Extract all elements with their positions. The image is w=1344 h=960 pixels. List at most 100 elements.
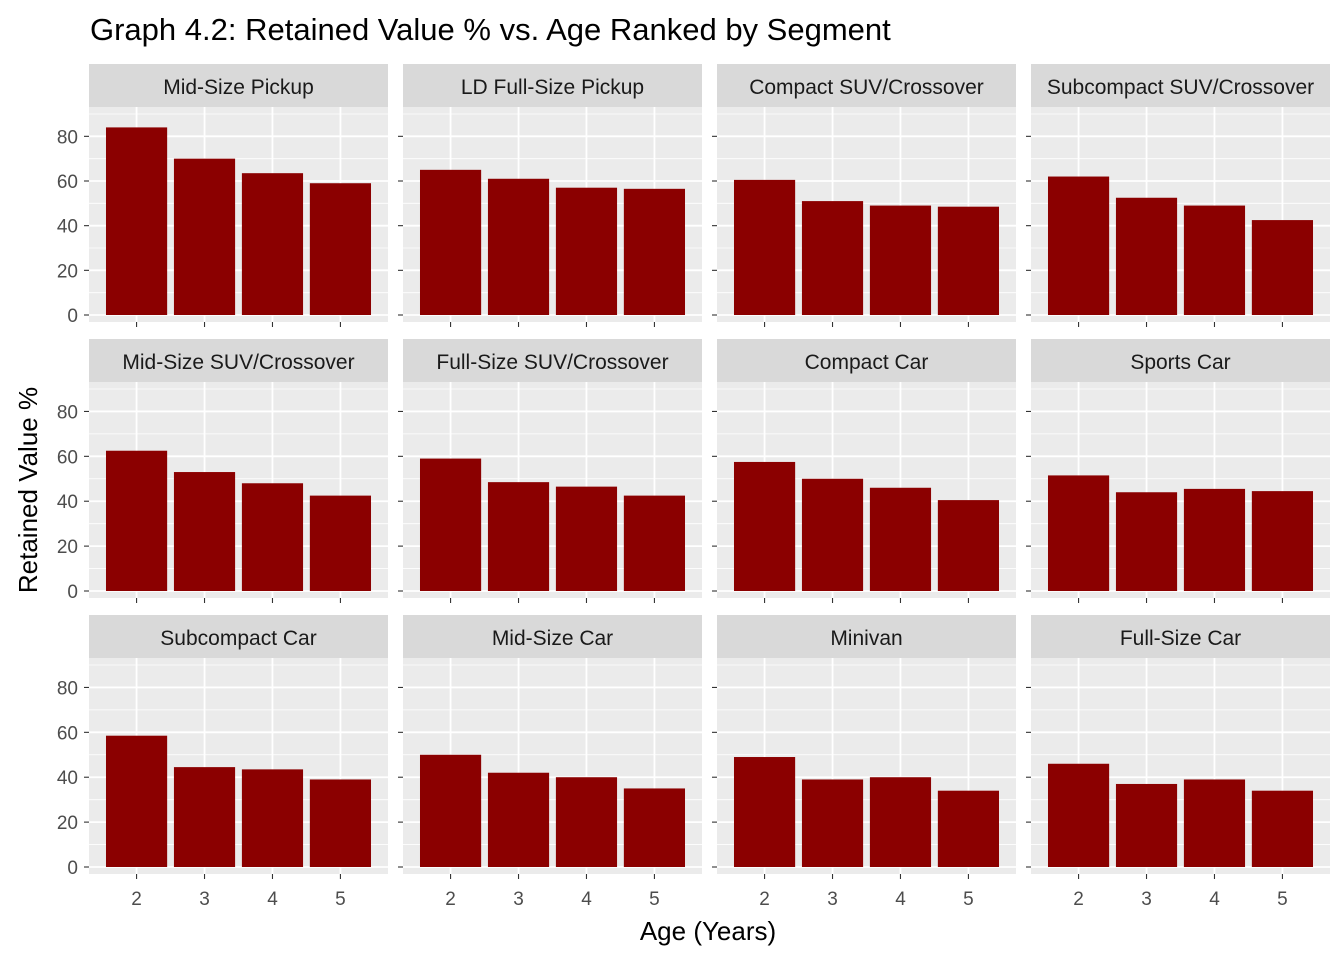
- facet-panel: Full-Size Car 2 3 4 5: [1026, 615, 1330, 910]
- y-tick-label: 80: [57, 127, 78, 148]
- y-tick-label: 0: [67, 858, 78, 879]
- x-tick-label: 4: [1209, 889, 1220, 910]
- x-tick-label: 2: [445, 889, 456, 910]
- strip-background: [717, 615, 1016, 658]
- x-tick-label: 3: [827, 889, 838, 910]
- bar: [241, 483, 304, 591]
- bar: [1183, 205, 1246, 315]
- bar: [937, 206, 1000, 315]
- facet-panel: Full-Size SUV/Crossover: [398, 339, 702, 603]
- y-tick-label: 60: [57, 172, 78, 193]
- strip-label: Subcompact Car: [160, 627, 316, 650]
- y-tick-label: 0: [67, 306, 78, 327]
- x-tick-label: 5: [649, 889, 660, 910]
- x-tick-label: 4: [895, 889, 906, 910]
- bar: [105, 127, 168, 316]
- bar: [937, 500, 1000, 591]
- bar: [309, 495, 372, 591]
- y-tick-label: 80: [57, 678, 78, 699]
- y-tick-label: 60: [57, 447, 78, 468]
- x-tick-label: 5: [1277, 889, 1288, 910]
- y-tick-label: 20: [57, 813, 78, 834]
- x-tick-label: 2: [1073, 889, 1084, 910]
- facet-panel: Compact SUV/Crossover: [712, 64, 1016, 327]
- strip-label: Mid-Size Car: [492, 627, 613, 650]
- bar: [419, 169, 482, 315]
- bar: [937, 790, 1000, 867]
- strip-background: [403, 615, 702, 658]
- bar: [801, 201, 864, 315]
- bar: [555, 486, 618, 591]
- bar: [1115, 492, 1178, 591]
- facet-panel: Compact Car: [712, 339, 1016, 603]
- x-tick-label: 5: [335, 889, 346, 910]
- bar: [1251, 220, 1314, 315]
- strip-label: Mid-Size Pickup: [163, 76, 314, 99]
- facet-panel: Mid-Size SUV/Crossover 0 20 40 60 80: [57, 339, 388, 603]
- x-tick-label: 2: [131, 889, 142, 910]
- facet-panel: Subcompact Car 0 20 40 60 80 2 3 4 5: [57, 615, 388, 910]
- bar: [733, 461, 796, 591]
- y-tick-label: 60: [57, 723, 78, 744]
- bar: [419, 754, 482, 867]
- x-tick-label: 3: [199, 889, 210, 910]
- chart-title: Graph 4.2: Retained Value % vs. Age Rank…: [90, 12, 891, 47]
- bar: [487, 482, 550, 591]
- bar: [1047, 176, 1110, 315]
- bar: [733, 179, 796, 315]
- strip-background: [89, 339, 388, 382]
- bar: [105, 450, 168, 591]
- y-tick-label: 40: [57, 768, 78, 789]
- bar: [105, 735, 168, 867]
- bar: [1047, 763, 1110, 867]
- strip-background: [717, 339, 1016, 382]
- x-tick-label: 4: [267, 889, 278, 910]
- bar: [869, 205, 932, 315]
- strip-label: LD Full-Size Pickup: [461, 76, 644, 99]
- bar: [1047, 475, 1110, 591]
- strip-label: Subcompact SUV/Crossover: [1047, 76, 1314, 99]
- bar: [623, 495, 686, 591]
- x-tick-label: 3: [1141, 889, 1152, 910]
- x-axis-title: Age (Years): [640, 916, 776, 946]
- bar: [173, 472, 236, 591]
- strip-label: Compact Car: [805, 351, 929, 374]
- bar: [487, 772, 550, 867]
- strip-background: [403, 339, 702, 382]
- bar: [241, 173, 304, 315]
- strip-background: [717, 64, 1016, 107]
- x-tick-label: 4: [581, 889, 592, 910]
- bar: [1115, 783, 1178, 867]
- bar: [1183, 488, 1246, 591]
- bar: [801, 478, 864, 591]
- facet-panel: Minivan 2 3 4 5: [712, 615, 1016, 910]
- bar: [309, 779, 372, 867]
- bar: [309, 183, 372, 315]
- y-tick-label: 20: [57, 261, 78, 282]
- y-tick-label: 0: [67, 582, 78, 603]
- bar: [1115, 197, 1178, 315]
- bar: [241, 769, 304, 867]
- strip-background: [1031, 339, 1330, 382]
- strip-label: Sports Car: [1130, 351, 1230, 374]
- y-tick-label: 40: [57, 492, 78, 513]
- strip-background: [89, 64, 388, 107]
- strip-label: Minivan: [830, 627, 902, 650]
- bar: [733, 757, 796, 867]
- bar: [1183, 779, 1246, 867]
- facet-panel: Mid-Size Pickup 0 20 40 60 80: [57, 64, 388, 327]
- facet-panel: Subcompact SUV/Crossover: [1026, 64, 1330, 327]
- bar: [869, 777, 932, 867]
- y-tick-label: 20: [57, 537, 78, 558]
- strip-label: Mid-Size SUV/Crossover: [122, 351, 354, 374]
- strip-background: [1031, 64, 1330, 107]
- strip-background: [89, 615, 388, 658]
- bar: [801, 779, 864, 867]
- facet-panel: Sports Car: [1026, 339, 1330, 603]
- strip-label: Full-Size SUV/Crossover: [436, 351, 668, 374]
- bar: [555, 187, 618, 315]
- y-axis-title: Retained Value %: [13, 387, 43, 593]
- bar: [487, 178, 550, 315]
